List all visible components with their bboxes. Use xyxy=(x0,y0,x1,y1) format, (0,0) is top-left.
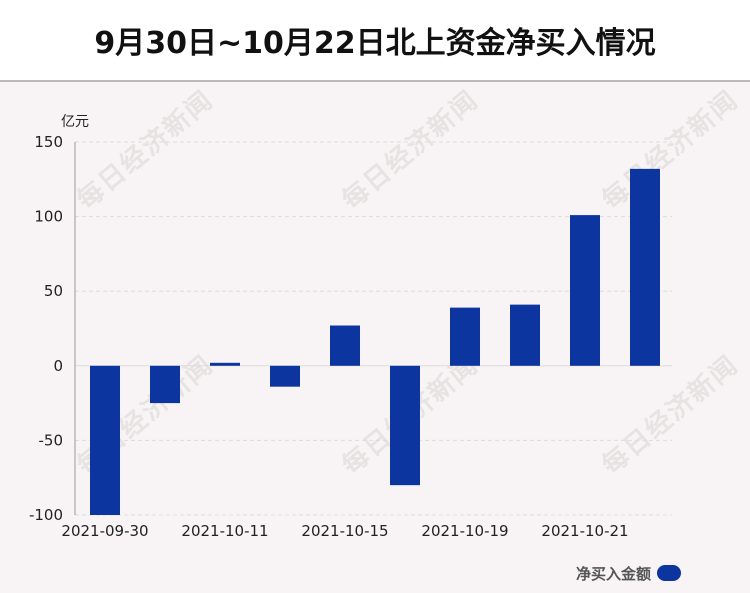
bar xyxy=(630,168,660,366)
chart-title: 9月30日~10月22日北上资金净买入情况 xyxy=(94,26,656,61)
bar xyxy=(390,365,420,486)
legend-swatch xyxy=(657,565,682,581)
bar xyxy=(270,365,300,387)
y-unit-label: 亿元 xyxy=(61,114,89,130)
x-tick-label: 2021-09-30 xyxy=(61,522,148,540)
legend: 净买入金额 xyxy=(576,563,682,583)
bar xyxy=(570,215,600,366)
legend-label: 净买入金额 xyxy=(576,564,652,583)
x-tick-label: 2021-10-19 xyxy=(421,522,508,540)
title-bar: 9月30日~10月22日北上资金净买入情况 xyxy=(0,0,750,82)
y-tick-label: 150 xyxy=(34,133,63,151)
x-tick-label: 2021-10-21 xyxy=(541,522,628,540)
y-tick-label: -50 xyxy=(39,431,64,449)
x-tick-label: 2021-10-11 xyxy=(181,522,268,540)
bar xyxy=(330,325,360,366)
y-tick-label: 0 xyxy=(53,357,63,375)
y-tick-label: -100 xyxy=(29,506,63,524)
x-tick-label: 2021-10-15 xyxy=(301,522,388,540)
bar xyxy=(150,365,180,404)
y-tick-label: 100 xyxy=(34,208,63,226)
bar xyxy=(510,304,540,366)
bar xyxy=(90,365,120,515)
bar xyxy=(450,307,480,366)
bar xyxy=(210,362,240,366)
y-tick-label: 50 xyxy=(44,282,63,300)
